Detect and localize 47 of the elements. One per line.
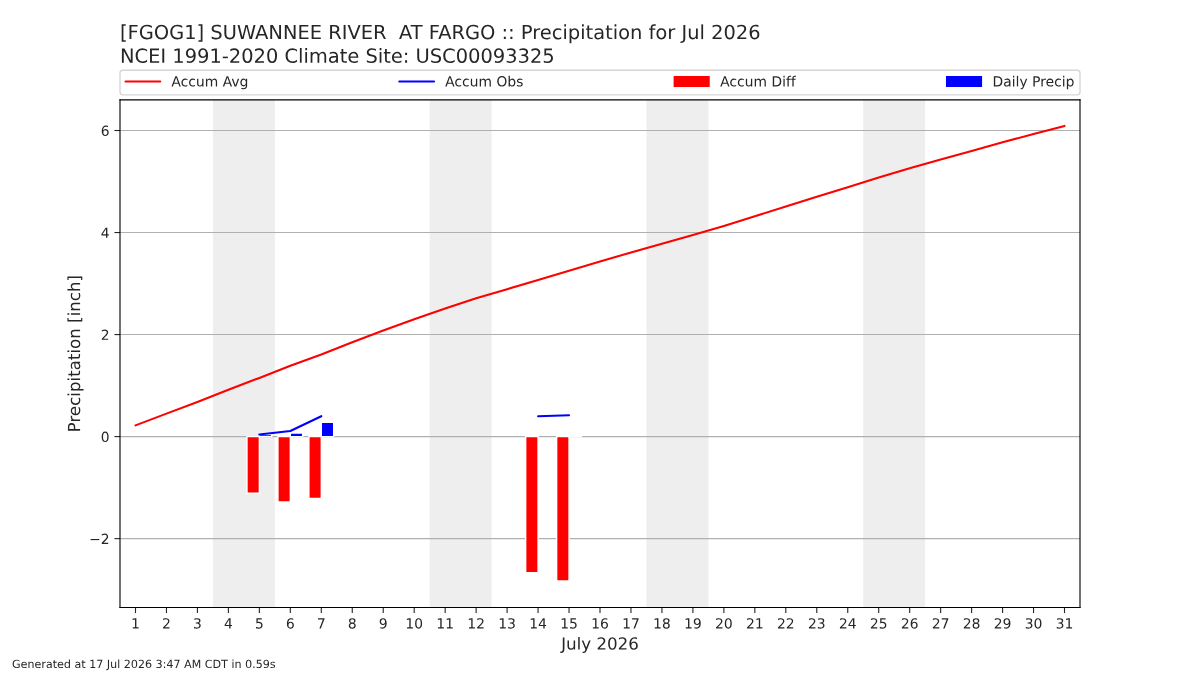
x-tick-label: 25 [870,618,887,629]
x-tick-label: 31 [1056,618,1073,629]
x-tick-label: 8 [348,618,356,629]
y-tick-label: 4 [101,227,109,238]
x-tick-label: 16 [592,618,608,629]
x-tick-label: 30 [1025,618,1042,629]
x-tick-label: 5 [256,618,263,629]
y-tick-label: 2 [101,329,109,340]
x-tick-label: 20 [716,618,732,629]
text: Generated at 17 Jul 2026 3:47 AM CDT in 0.59s [12,659,276,671]
y-tick-label: −2 [90,533,109,544]
x-axis-title: July 2026 [560,636,638,654]
x-tick-label: 4 [224,618,233,629]
bar [524,435,539,574]
y-tick-label: 6 [101,125,109,136]
legend-label: Daily Precip [993,75,1074,90]
x-tick-label: 29 [994,618,1011,629]
x-tick-label: 22 [777,618,794,629]
y-axis-title: Precipitation [inch] [67,276,84,431]
x-tick-label: 26 [901,618,918,629]
x-tick-label: 13 [499,618,515,629]
line-series [134,124,1066,427]
x-tick-label: 1 [132,618,139,629]
chart-subtitle: NCEI 1991-2020 Climate Site: USC00093325 [121,47,553,64]
x-tick-label: 12 [468,618,484,629]
x-tick-label: 6 [286,618,294,629]
x-tick-label: 9 [379,618,387,629]
x-tick-label: 10 [406,618,423,629]
x-tick-label: 2 [163,618,170,629]
x-tick-label: 23 [808,618,825,629]
y-tick-label: 0 [101,431,109,443]
legend-label: Accum Obs [445,75,523,87]
x-tick-label: 7 [318,618,325,629]
x-tick-label: 17 [623,618,639,629]
chart-title: [FGOG1] SUWANNEE RIVER AT FARGO :: Precipitation for Jul 2026 [121,24,760,44]
x-tick-label: 19 [685,618,701,629]
x-tick-label: 14 [530,618,547,629]
x-tick-label: 27 [932,618,949,629]
x-tick-label: 11 [437,618,453,629]
x-tick-label: 28 [963,618,980,629]
x-tick-label: 21 [747,618,763,629]
x-tick-label: 3 [194,618,201,629]
legend-label: Accum Avg [171,76,248,90]
x-tick-label: 24 [839,618,856,629]
x-tick-label: 15 [561,618,577,629]
x-tick-label: 18 [654,618,670,629]
legend-label: Accum Diff [720,75,797,87]
